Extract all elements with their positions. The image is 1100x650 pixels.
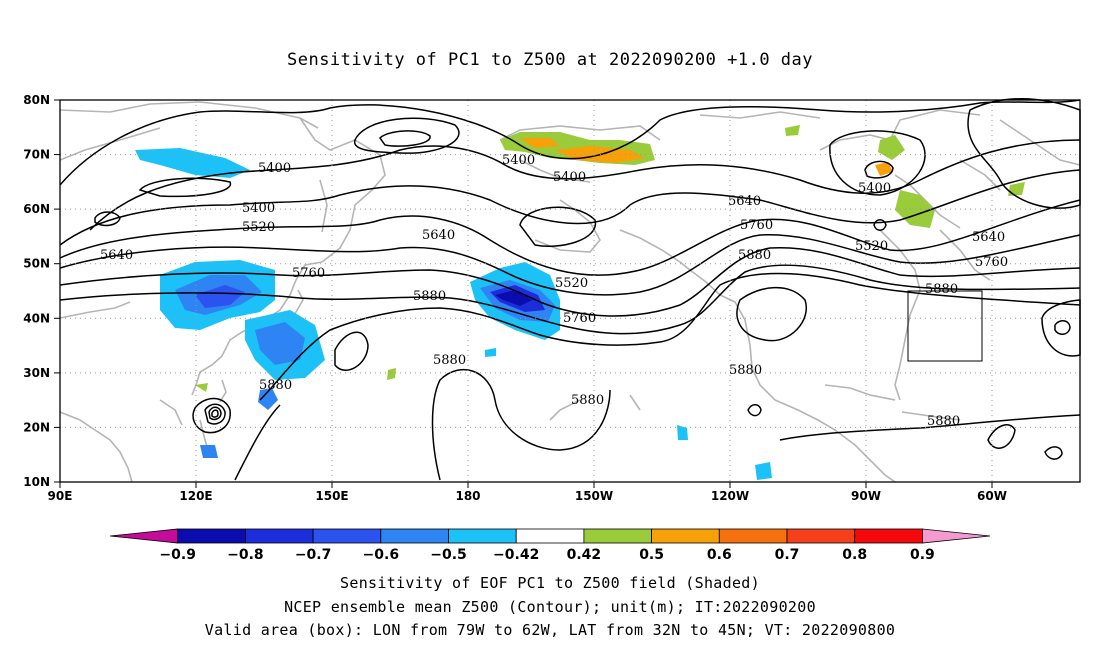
axis-ticks <box>54 99 993 488</box>
colorbar-label: 0.6 <box>707 547 732 563</box>
colorbar-cell <box>244 528 314 544</box>
colorbar <box>109 528 991 544</box>
colorbar-label: 0.7 <box>775 547 800 563</box>
contour-label: 5520 <box>242 220 275 235</box>
colorbar-label: −0.42 <box>493 547 539 563</box>
lat-label: 70N <box>23 148 50 162</box>
contour-label: 5400 <box>553 170 586 185</box>
contour-label: 5880 <box>927 414 960 429</box>
contour-label: 5880 <box>925 282 958 297</box>
lon-label: 150W <box>575 489 613 503</box>
colorbar-cell <box>786 528 856 544</box>
lon-label: 120E <box>179 489 212 503</box>
gridlines <box>60 100 1080 482</box>
contour-label: 5400 <box>242 201 275 216</box>
lat-label: 60N <box>23 202 50 216</box>
lat-label: 20N <box>23 420 50 434</box>
colorbar-cell <box>312 528 382 544</box>
coastlines <box>59 101 1081 483</box>
lon-label: 150E <box>315 489 348 503</box>
contour-label: 5760 <box>740 218 773 233</box>
chart-title: Sensitivity of PC1 to Z500 at 2022090200… <box>286 50 813 70</box>
colorbar-label: −0.7 <box>295 547 332 563</box>
z500-contours <box>59 98 1081 481</box>
colorbar-label: 0.8 <box>842 547 867 563</box>
colorbar-label: 0.5 <box>639 547 664 563</box>
contour-labels: 5400 5400 5400 5400 5400 5520 5520 5520 … <box>100 153 1008 429</box>
valid-area-box <box>907 290 983 362</box>
lat-label: 10N <box>23 475 50 489</box>
colorbar-label: −0.9 <box>159 547 196 563</box>
lon-axis-labels: 90E 120E 150E 180 150W 120W 90W 60W <box>48 489 1007 503</box>
colorbar-label: −0.5 <box>430 547 467 563</box>
contour-label: 5640 <box>728 194 761 209</box>
colorbar-cell <box>177 528 246 544</box>
lat-label: 40N <box>23 311 50 325</box>
lat-label: 30N <box>23 366 50 380</box>
contour-label: 5520 <box>555 276 588 291</box>
map-panel: 5400 5400 5400 5400 5400 5520 5520 5520 … <box>59 98 1081 483</box>
colorbar-cell <box>854 528 923 544</box>
contour-label: 5880 <box>413 289 446 304</box>
lon-label: 180 <box>455 489 480 503</box>
contour-label: 5400 <box>858 181 891 196</box>
caption-contour: NCEP ensemble mean Z500 (Contour); unit(… <box>284 598 816 616</box>
colorbar-cell <box>651 528 720 544</box>
contour-label: 5760 <box>563 311 596 326</box>
lat-label: 50N <box>23 257 50 271</box>
contour-label: 5880 <box>571 393 604 408</box>
lon-label: 120W <box>711 489 749 503</box>
contour-label: 5760 <box>292 266 325 281</box>
caption-valid-area: Valid area (box): LON from 79W to 62W, L… <box>204 621 896 639</box>
colorbar-cell <box>583 528 653 544</box>
lat-label: 80N <box>23 93 50 107</box>
contour-label: 5880 <box>433 353 466 368</box>
colorbar-cell <box>448 528 517 544</box>
contour-label: 5400 <box>502 153 535 168</box>
lon-label: 60W <box>977 489 1007 503</box>
contour-label: 5640 <box>100 248 133 263</box>
contour-label: 5640 <box>422 228 455 243</box>
colorbar-labels: −0.9 −0.8 −0.7 −0.6 −0.5 −0.42 0.42 0.5 0.6 0.7 0.… <box>159 547 934 563</box>
contour-label: 5880 <box>729 363 762 378</box>
contour-label: 5400 <box>258 161 291 176</box>
contour-label: 5520 <box>855 239 888 254</box>
contour-label: 5640 <box>972 230 1005 245</box>
colorbar-cell <box>380 528 449 544</box>
colorbar-cell <box>718 528 788 544</box>
lon-label: 90E <box>48 489 73 503</box>
lon-label: 90W <box>851 489 881 503</box>
colorbar-label: 0.42 <box>567 547 602 563</box>
lat-axis-labels: 10N 20N 30N 40N 50N 60N 70N 80N <box>23 93 50 489</box>
colorbar-cell <box>515 528 585 544</box>
colorbar-label: −0.8 <box>227 547 264 563</box>
map-frame <box>59 99 1081 483</box>
caption-shaded: Sensitivity of EOF PC1 to Z500 field (Sh… <box>340 574 760 592</box>
colorbar-low-triangle <box>109 528 179 544</box>
contour-label: 5880 <box>259 378 292 393</box>
contour-label: 5880 <box>738 248 771 263</box>
colorbar-label: 0.9 <box>910 547 935 563</box>
colorbar-label: −0.6 <box>363 547 400 563</box>
colorbar-high-triangle <box>922 528 991 544</box>
contour-label: 5760 <box>975 255 1008 270</box>
